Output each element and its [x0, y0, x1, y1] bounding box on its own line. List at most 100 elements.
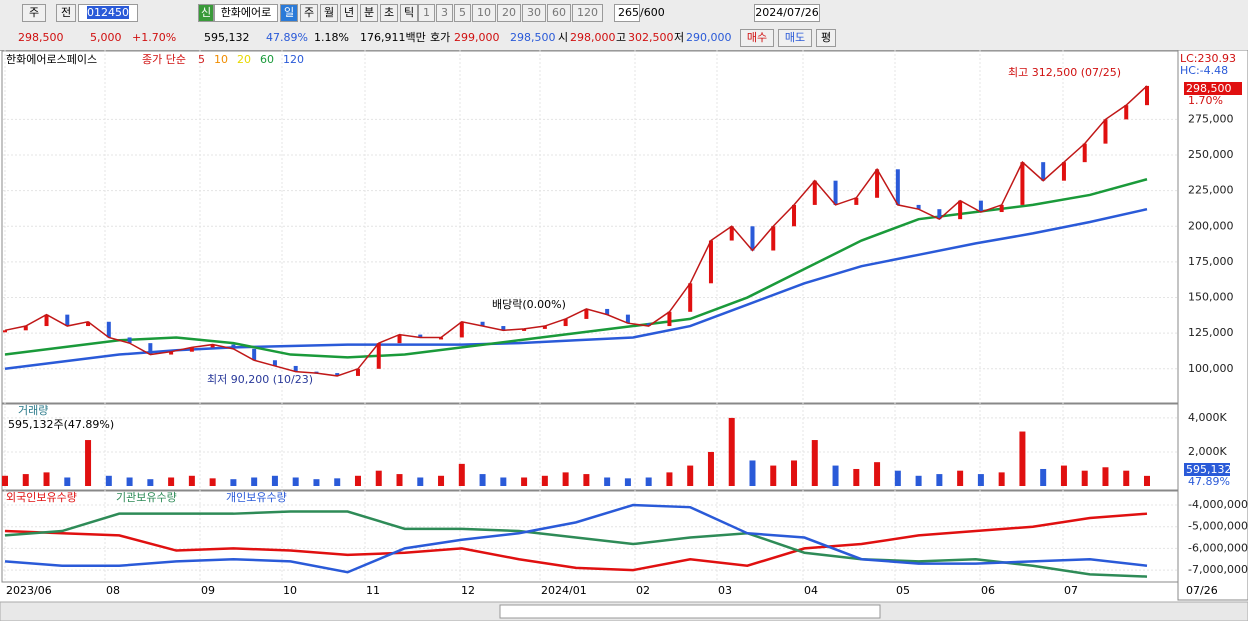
quote-low: 290,000	[686, 31, 732, 44]
candle	[895, 169, 900, 205]
volume-bar	[687, 465, 694, 486]
volume-bar	[541, 475, 548, 486]
y-tick-label: 2,000K	[1188, 445, 1227, 458]
sell[interactable]: 매도	[778, 29, 812, 47]
candle	[708, 240, 713, 284]
volume-bar	[853, 468, 860, 486]
dividend-note: 배당락(0.00%)	[492, 298, 566, 311]
candle	[355, 368, 360, 376]
y-tick-label: 250,000	[1188, 148, 1234, 161]
date[interactable]: 2024/07/26	[754, 4, 820, 22]
x-tick-label: 08	[106, 584, 120, 597]
quote-amount: 176,911백만	[360, 31, 426, 44]
minute[interactable]: 120	[572, 4, 603, 22]
volume-bar	[749, 460, 756, 486]
y-tick-label: 225,000	[1188, 184, 1234, 197]
volume-bar	[1081, 470, 1088, 486]
ma-period: 10	[214, 53, 228, 66]
minute[interactable]: 1	[418, 4, 435, 22]
volume-bar	[1060, 465, 1067, 486]
minute[interactable]: 30	[522, 4, 546, 22]
buy[interactable]: 매수	[740, 29, 774, 47]
volume-bar	[977, 474, 984, 486]
candle	[127, 337, 132, 344]
period[interactable]: 일	[280, 4, 298, 22]
ma-period: 120	[283, 53, 304, 66]
legend-entry: 외국인보유수량	[6, 491, 77, 504]
axis-end: 07/26	[1186, 584, 1218, 597]
volume-bar	[936, 474, 943, 486]
code[interactable]: 012450	[78, 4, 138, 22]
market[interactable]: 주	[22, 4, 46, 22]
minute[interactable]: 10	[472, 4, 496, 22]
prev[interactable]: 전	[56, 4, 76, 22]
volume-bar	[313, 479, 320, 486]
quote-price: 298,500	[18, 31, 64, 44]
volume-bar	[479, 474, 486, 486]
y-tick-label: -4,000,000	[1188, 498, 1248, 511]
candle	[542, 326, 547, 329]
legend-name: 한화에어로스페이스	[6, 53, 97, 66]
candle	[1041, 162, 1046, 181]
candle	[148, 343, 153, 355]
hc: HC:-4.48	[1180, 64, 1228, 77]
period[interactable]: 초	[380, 4, 398, 22]
candle	[3, 330, 7, 333]
period[interactable]: 분	[360, 4, 378, 22]
candle	[584, 308, 589, 319]
quote-turnover: 47.89%	[266, 31, 308, 44]
name: 한화에어로	[214, 4, 278, 22]
volume-bar	[604, 477, 611, 486]
count[interactable]: 265	[614, 4, 640, 22]
volume-bar	[105, 475, 112, 486]
volume-bar	[147, 479, 154, 486]
candle	[875, 169, 880, 198]
volume-last: 595,132	[1186, 463, 1232, 476]
last-price: 298,500	[1186, 82, 1232, 95]
volume-bar	[85, 440, 92, 486]
volume-bar	[1040, 468, 1047, 486]
volume-bar	[832, 465, 839, 486]
volume-bar	[915, 475, 922, 486]
candle	[272, 360, 277, 366]
candle	[44, 314, 49, 327]
close-line	[4, 85, 1148, 377]
minute[interactable]: 5	[454, 4, 471, 22]
volume-bar	[707, 451, 714, 486]
candle	[729, 226, 734, 241]
volume-bar	[271, 475, 278, 486]
candle	[501, 326, 506, 331]
quote-rate: +1.70%	[132, 31, 177, 44]
candle	[335, 373, 340, 376]
quote-ratio: 1.18%	[314, 31, 349, 44]
volume-bar	[583, 474, 590, 486]
quote-high: 302,500	[628, 31, 674, 44]
y-tick-label: 200,000	[1188, 219, 1234, 232]
period[interactable]: 틱	[400, 4, 418, 22]
quote-bid: 299,000	[454, 31, 500, 44]
candle	[937, 209, 942, 220]
holding-line	[4, 510, 1148, 578]
candle	[999, 204, 1004, 213]
volume-bar	[811, 440, 818, 486]
minute[interactable]: 60	[547, 4, 571, 22]
candle	[812, 180, 817, 205]
candle	[916, 204, 921, 210]
minute[interactable]: 20	[497, 4, 521, 22]
volume-last-box	[1184, 463, 1230, 476]
period[interactable]: 월	[320, 4, 338, 22]
candle	[210, 344, 215, 348]
x-tick-label: 03	[718, 584, 732, 597]
period[interactable]: 주	[300, 4, 318, 22]
quote-ask: 298,500	[510, 31, 556, 44]
y-tick-label: -5,000,000	[1188, 520, 1248, 533]
period[interactable]: 년	[340, 4, 358, 22]
last-box	[1184, 82, 1242, 95]
ma60-line	[4, 178, 1148, 359]
volume-bar	[375, 470, 382, 486]
ma-period: 20	[237, 53, 251, 66]
avg[interactable]: 평	[816, 29, 836, 47]
minute[interactable]: 3	[436, 4, 453, 22]
x-tick-label: 04	[804, 584, 818, 597]
